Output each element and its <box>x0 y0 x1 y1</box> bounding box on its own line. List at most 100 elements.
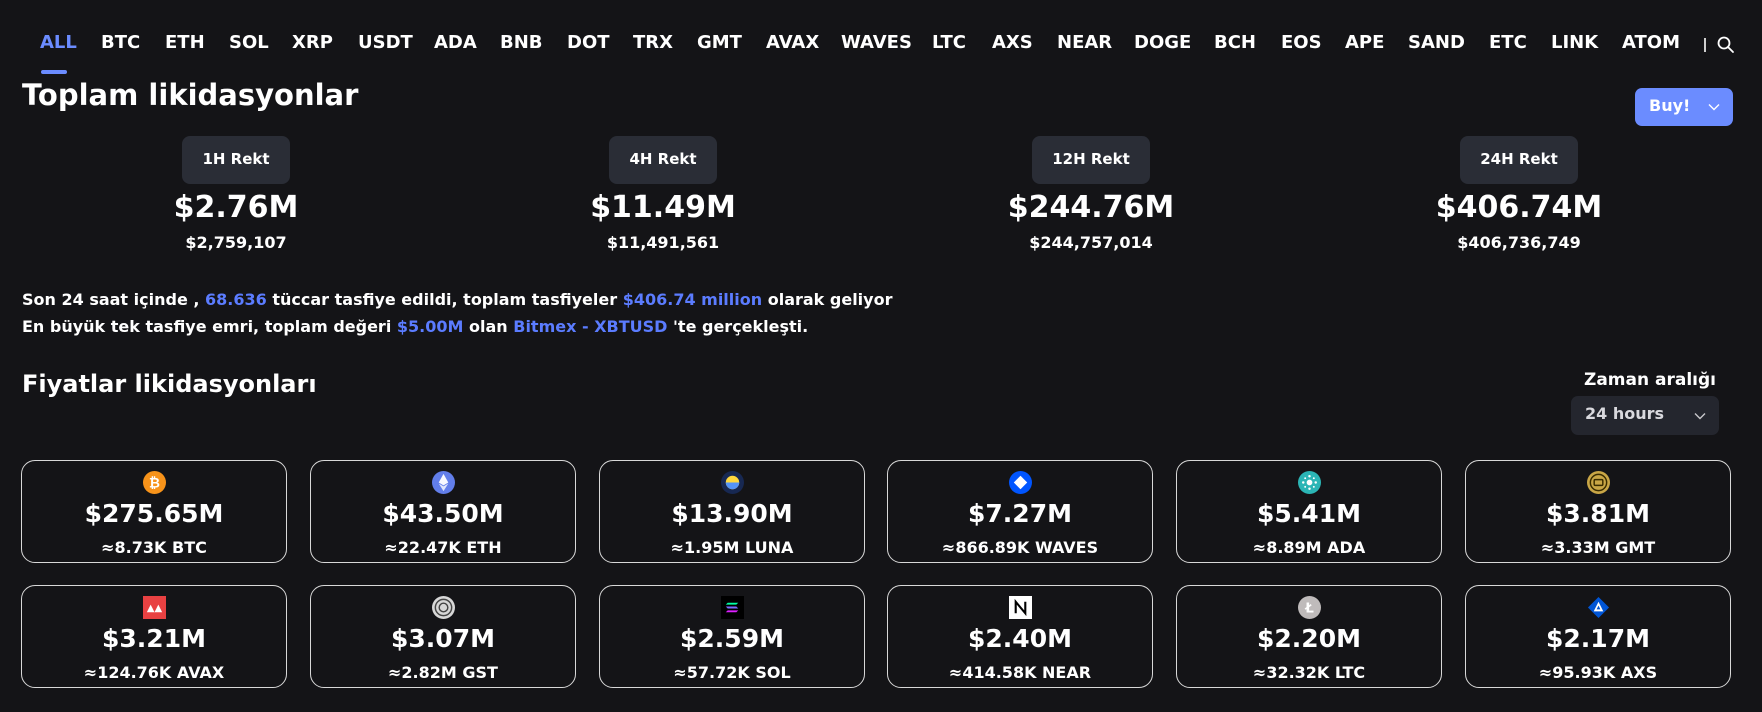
tab-bnb[interactable]: BNB <box>500 32 543 53</box>
chevron-down-icon <box>1708 104 1720 111</box>
rekt-period-badge: 12H Rekt <box>1032 136 1150 184</box>
tab-trx[interactable]: TRX <box>633 32 674 53</box>
tab-doge[interactable]: DOGE <box>1134 32 1192 53</box>
liquidation-usd: $2.20M <box>1257 624 1361 653</box>
total-liquidations-value: $406.74 million <box>622 290 763 309</box>
tab-sol[interactable]: SOL <box>229 32 269 53</box>
coin-card-ltc[interactable]: Ł $2.20M ≈32.32K LTC <box>1176 585 1442 688</box>
summary-line-traders: Son 24 saat içinde , 68.636 tüccar tasfi… <box>22 290 892 309</box>
time-range-label: Zaman aralığı <box>1584 370 1716 390</box>
coin-card-sol[interactable]: $2.59M ≈57.72K SOL <box>599 585 865 688</box>
coin-card-eth[interactable]: $43.50M ≈22.47K ETH <box>310 460 576 563</box>
search-icon[interactable] <box>1716 35 1736 55</box>
coin-card-btc[interactable]: ₿ $275.65M ≈8.73K BTC <box>21 460 287 563</box>
coin-card-avax[interactable]: $3.21M ≈124.76K AVAX <box>21 585 287 688</box>
coin-tabs: ALL BTC ETH SOL XRP USDT ADA BNB DOT TRX… <box>0 0 1762 74</box>
summary-text: En büyük tek tasfiye emri, toplam değeri <box>22 317 392 336</box>
tab-ada[interactable]: ADA <box>434 32 477 53</box>
tab-waves[interactable]: WAVES <box>841 32 912 53</box>
rekt-1h: 1H Rekt $2.76M $2,759,107 <box>96 136 376 252</box>
summary-text: olan <box>469 317 508 336</box>
rekt-24h: 24H Rekt $406.74M $406,736,749 <box>1379 136 1659 252</box>
liquidation-usd: $3.21M <box>102 624 206 653</box>
liquidation-usd: $7.27M <box>968 499 1072 528</box>
tab-atom[interactable]: ATOM <box>1622 32 1681 53</box>
coin-card-gst[interactable]: $3.07M ≈2.82M GST <box>310 585 576 688</box>
active-tab-indicator <box>41 70 67 74</box>
liquidation-usd: $3.81M <box>1546 499 1650 528</box>
coin-card-luna[interactable]: $13.90M ≈1.95M LUNA <box>599 460 865 563</box>
buy-dropdown-button[interactable]: Buy! <box>1635 88 1733 126</box>
tab-link[interactable]: LINK <box>1551 32 1599 53</box>
liquidation-amount: ≈3.33M GMT <box>1540 538 1656 557</box>
buy-button-label: Buy! <box>1649 96 1691 115</box>
avalanche-icon <box>143 596 166 619</box>
time-range-value: 24 hours <box>1585 404 1665 423</box>
rekt-amount: $406.74M <box>1435 190 1603 225</box>
liquidation-amount: ≈8.73K BTC <box>101 538 207 557</box>
rekt-period-badge: 24H Rekt <box>1460 136 1578 184</box>
svg-text:Ł: Ł <box>1304 601 1314 616</box>
chevron-down-icon <box>1694 413 1706 420</box>
liquidation-usd: $275.65M <box>84 499 224 528</box>
tab-bch[interactable]: BCH <box>1214 32 1256 53</box>
liquidation-amount: ≈57.72K SOL <box>673 663 791 682</box>
coin-card-waves[interactable]: $7.27M ≈866.89K WAVES <box>887 460 1153 563</box>
tab-axs[interactable]: AXS <box>992 32 1033 53</box>
axs-icon <box>1587 596 1610 619</box>
liquidation-usd: $3.07M <box>391 624 495 653</box>
cardano-icon <box>1298 471 1321 494</box>
tab-near[interactable]: NEAR <box>1057 32 1113 53</box>
tab-ltc[interactable]: LTC <box>932 32 966 53</box>
gmt-icon <box>1587 471 1610 494</box>
coin-card-near[interactable]: $2.40M ≈414.58K NEAR <box>887 585 1153 688</box>
coin-card-ada[interactable]: $5.41M ≈8.89M ADA <box>1176 460 1442 563</box>
tab-divider <box>1704 38 1706 52</box>
waves-icon <box>1009 471 1032 494</box>
tab-etc[interactable]: ETC <box>1489 32 1527 53</box>
liquidation-usd: $13.90M <box>671 499 793 528</box>
liquidation-amount: ≈8.89M ADA <box>1252 538 1366 557</box>
rekt-exact-amount: $11,491,561 <box>606 233 720 252</box>
rekt-amount: $244.76M <box>1007 190 1175 225</box>
liquidation-amount: ≈32.32K LTC <box>1252 663 1366 682</box>
solana-icon <box>721 596 744 619</box>
tab-eos[interactable]: EOS <box>1281 32 1322 53</box>
litecoin-icon: Ł <box>1298 596 1321 619</box>
time-range-select[interactable]: 24 hours <box>1571 396 1719 435</box>
ethereum-icon <box>432 471 455 494</box>
liquidation-amount: ≈95.93K AXS <box>1538 663 1658 682</box>
rekt-period-badge: 4H Rekt <box>609 136 717 184</box>
largest-order-value: $5.00M <box>396 317 464 336</box>
liquidation-amount: ≈1.95M LUNA <box>670 538 794 557</box>
tab-dot[interactable]: DOT <box>567 32 610 53</box>
tab-usdt[interactable]: USDT <box>358 32 413 53</box>
coin-card-axs[interactable]: $2.17M ≈95.93K AXS <box>1465 585 1731 688</box>
tab-ape[interactable]: APE <box>1345 32 1385 53</box>
tab-sand[interactable]: SAND <box>1408 32 1465 53</box>
tab-gmt[interactable]: GMT <box>697 32 742 53</box>
summary-text: olarak geliyor <box>767 290 893 309</box>
liquidation-amount: ≈414.58K NEAR <box>948 663 1092 682</box>
liquidation-usd: $2.59M <box>680 624 784 653</box>
liquidation-amount: ≈124.76K AVAX <box>83 663 225 682</box>
liquidation-usd: $2.17M <box>1546 624 1650 653</box>
tab-xrp[interactable]: XRP <box>292 32 333 53</box>
largest-order-exchange-link[interactable]: Bitmex - XBTUSD <box>513 317 668 336</box>
tab-all[interactable]: ALL <box>40 32 77 53</box>
price-liquidations-title: Fiyatlar likidasyonları <box>22 370 317 398</box>
liquidation-amount: ≈866.89K WAVES <box>941 538 1099 557</box>
tab-btc[interactable]: BTC <box>101 32 141 53</box>
coin-card-gmt[interactable]: $3.81M ≈3.33M GMT <box>1465 460 1731 563</box>
summary-text: Son 24 saat içinde , <box>22 290 200 309</box>
rekt-exact-amount: $244,757,014 <box>1029 233 1153 252</box>
total-liquidations-title: Toplam likidasyonlar <box>22 78 359 112</box>
rekt-amount: $11.49M <box>590 190 736 225</box>
tab-avax[interactable]: AVAX <box>766 32 820 53</box>
liquidation-usd: $43.50M <box>382 499 504 528</box>
luna-icon <box>721 471 744 494</box>
tab-eth[interactable]: ETH <box>165 32 205 53</box>
rekt-12h: 12H Rekt $244.76M $244,757,014 <box>951 136 1231 252</box>
rekt-exact-amount: $406,736,749 <box>1457 233 1581 252</box>
liquidation-amount: ≈22.47K ETH <box>384 538 502 557</box>
